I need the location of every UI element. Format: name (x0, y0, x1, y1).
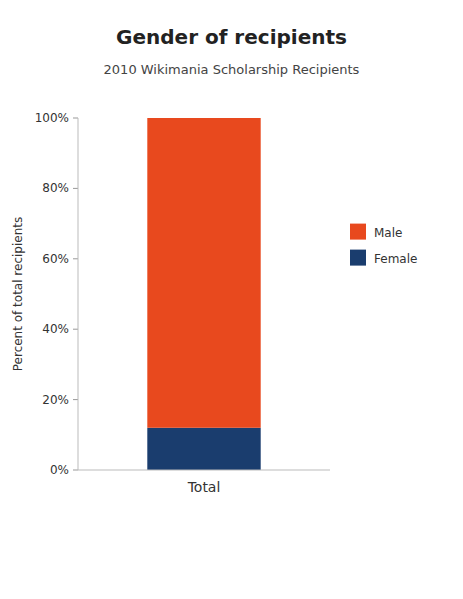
y-tick-label: 0% (50, 463, 69, 477)
y-tick (73, 258, 78, 259)
y-tick-label: 60% (42, 252, 69, 266)
y-tick (73, 399, 78, 400)
legend-label: Female (374, 252, 417, 266)
y-axis-label: Percent of total recipients (11, 217, 25, 371)
chart-container: Gender of recipients 2010 Wikimania Schol… (0, 0, 463, 599)
x-axis: Total (187, 479, 221, 495)
x-axis-line (78, 470, 330, 471)
y-axis: 0% 20% 40% 60% 80% 100% (35, 111, 78, 477)
y-tick (73, 329, 78, 330)
y-axis-line (78, 118, 79, 470)
y-tick-label: 40% (42, 322, 69, 336)
y-tick (73, 188, 78, 189)
legend-swatch (350, 250, 366, 266)
y-tick (73, 118, 78, 119)
bars (147, 118, 260, 470)
bar (147, 428, 260, 470)
x-tick-label: Total (187, 479, 221, 495)
title: Gender of recipients (116, 25, 347, 49)
page: {"chart_data": {"type": "bar", "stacked"… (0, 0, 463, 599)
legend-label: Male (374, 226, 402, 240)
bar (147, 118, 260, 428)
y-tick-label: 20% (42, 393, 69, 407)
legend: Male Female (350, 224, 417, 266)
chart-svg: Gender of recipients 2010 Wikimania Schol… (0, 0, 463, 599)
y-tick (73, 470, 78, 471)
legend-swatch (350, 224, 366, 240)
subtitle: 2010 Wikimania Scholarship Recipients (104, 62, 360, 77)
y-tick-label: 100% (35, 111, 69, 125)
y-tick-label: 80% (42, 181, 69, 195)
